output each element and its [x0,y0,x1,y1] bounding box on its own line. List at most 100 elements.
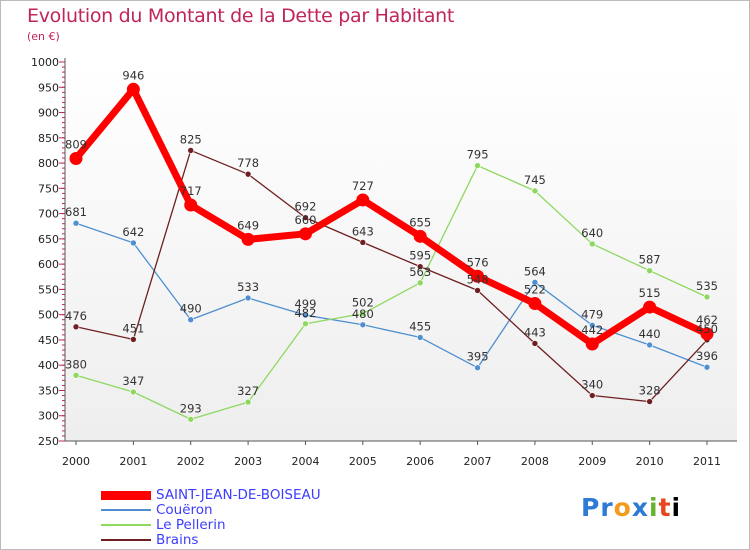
data-label-le-pellerin: 745 [524,173,546,187]
data-label-saint-jean-de-boiseau: 809 [65,138,87,152]
data-point-saint-jean-de-boiseau [643,300,657,314]
data-point-brains [474,287,481,294]
data-point-coueron [531,279,539,286]
data-point-coueron [130,239,137,247]
x-tick-label: 2006 [406,455,434,468]
data-label-brains: 595 [409,249,431,263]
y-tick-label: 850 [38,132,59,145]
data-label-coueron: 681 [65,205,87,219]
data-point-saint-jean-de-boiseau [241,232,255,246]
x-tick-label: 2003 [234,455,262,468]
data-label-brains: 825 [180,132,202,146]
series-line-coueron [75,222,708,369]
data-point-saint-jean-de-boiseau [528,297,542,311]
data-label-le-pellerin: 587 [639,253,661,267]
x-tick-label: 2000 [62,455,90,468]
data-point-saint-jean-de-boiseau [413,229,427,243]
x-tick-label: 2010 [636,455,664,468]
chart-unit: (en €) [27,30,60,43]
data-point-saint-jean-de-boiseau [126,82,140,96]
y-tick-label: 250 [38,435,59,448]
data-point-le-pellerin [416,279,424,287]
data-point-brains [302,214,309,221]
data-label-saint-jean-de-boiseau: 660 [294,213,316,227]
data-point-saint-jean-de-boiseau [184,198,198,212]
data-point-brains [359,239,367,246]
data-point-coueron [72,219,80,227]
data-point-saint-jean-de-boiseau [356,193,370,207]
proxiti-logo: Proxiti [581,493,682,522]
data-point-saint-jean-de-boiseau [69,152,83,166]
data-label-le-pellerin: 380 [65,357,87,371]
data-label-coueron: 533 [237,280,259,294]
y-tick-label: 1000 [31,56,59,69]
data-label-le-pellerin: 327 [237,384,259,398]
data-label-coueron: 440 [639,327,661,341]
data-point-coueron [244,294,252,302]
data-label-le-pellerin: 293 [180,401,202,415]
data-point-le-pellerin [72,372,80,379]
data-label-brains: 692 [294,200,316,214]
data-label-le-pellerin: 640 [581,226,603,240]
y-tick-label: 300 [38,410,59,423]
x-tick-label: 2004 [291,455,319,468]
data-point-le-pellerin [130,388,137,396]
data-label-coueron: 499 [294,297,316,311]
data-point-coueron [187,316,195,324]
legend-label: Le Pellerin [156,517,226,533]
data-point-coueron [416,334,424,341]
legend-swatch-coueron [101,509,151,511]
data-label-saint-jean-de-boiseau: 442 [581,323,603,337]
legend-item-le-pellerin: Le Pellerin [101,517,226,533]
data-point-brains [531,340,539,347]
y-tick-label: 550 [38,283,59,296]
y-tick-label: 800 [38,157,59,170]
data-point-brains [244,170,252,178]
legend-item-saint-jean-de-boiseau: SAINT-JEAN-DE-BOISEAU [101,487,321,503]
chart-title: Evolution du Montant de la Dette par Hab… [27,5,455,27]
data-point-saint-jean-de-boiseau [298,227,312,241]
y-tick-label: 400 [38,359,59,372]
data-label-le-pellerin: 795 [467,148,489,162]
legend-item-coueron: Couëron [101,502,213,518]
series-line-saint-jean-de-boiseau [72,85,711,348]
x-tick-label: 2005 [349,455,377,468]
data-point-coueron [359,321,367,329]
x-tick-label: 2007 [464,455,492,468]
legend-swatch-le-pellerin [101,524,151,526]
data-label-le-pellerin: 347 [122,374,144,388]
data-point-le-pellerin [531,187,539,195]
x-tick-label: 2008 [521,455,549,468]
data-label-le-pellerin: 502 [352,296,374,310]
data-label-saint-jean-de-boiseau: 649 [237,218,259,232]
legend-label: Couëron [156,502,213,518]
x-tick-label: 2002 [177,455,205,468]
data-label-brains: 476 [65,309,87,323]
legend-swatch-saint-jean-de-boiseau [101,490,151,500]
data-point-le-pellerin [302,320,309,328]
data-label-coueron: 395 [467,350,489,364]
y-tick-label: 650 [38,233,59,246]
data-point-le-pellerin [359,310,367,317]
data-label-coueron: 455 [409,319,431,333]
data-label-saint-jean-de-boiseau: 717 [180,184,202,198]
data-label-coueron: 479 [581,307,603,321]
data-label-le-pellerin: 482 [294,306,316,320]
data-label-le-pellerin: 563 [409,265,431,279]
y-tick-label: 900 [38,107,59,120]
data-label-coueron: 642 [122,225,144,239]
data-point-brains [646,398,653,405]
data-point-le-pellerin [244,398,252,406]
legend-item-brains: Brains [101,532,198,548]
x-tick-label: 2011 [693,455,721,468]
data-label-saint-jean-de-boiseau: 522 [524,283,546,297]
data-label-coueron: 564 [524,264,546,278]
data-label-coueron: 490 [180,302,202,316]
series-line-le-pellerin [75,164,708,420]
data-point-coueron [302,311,309,319]
data-label-brains: 451 [122,321,144,335]
data-point-brains [416,263,424,270]
data-label-saint-jean-de-boiseau: 462 [696,313,718,327]
data-point-le-pellerin [187,415,195,423]
